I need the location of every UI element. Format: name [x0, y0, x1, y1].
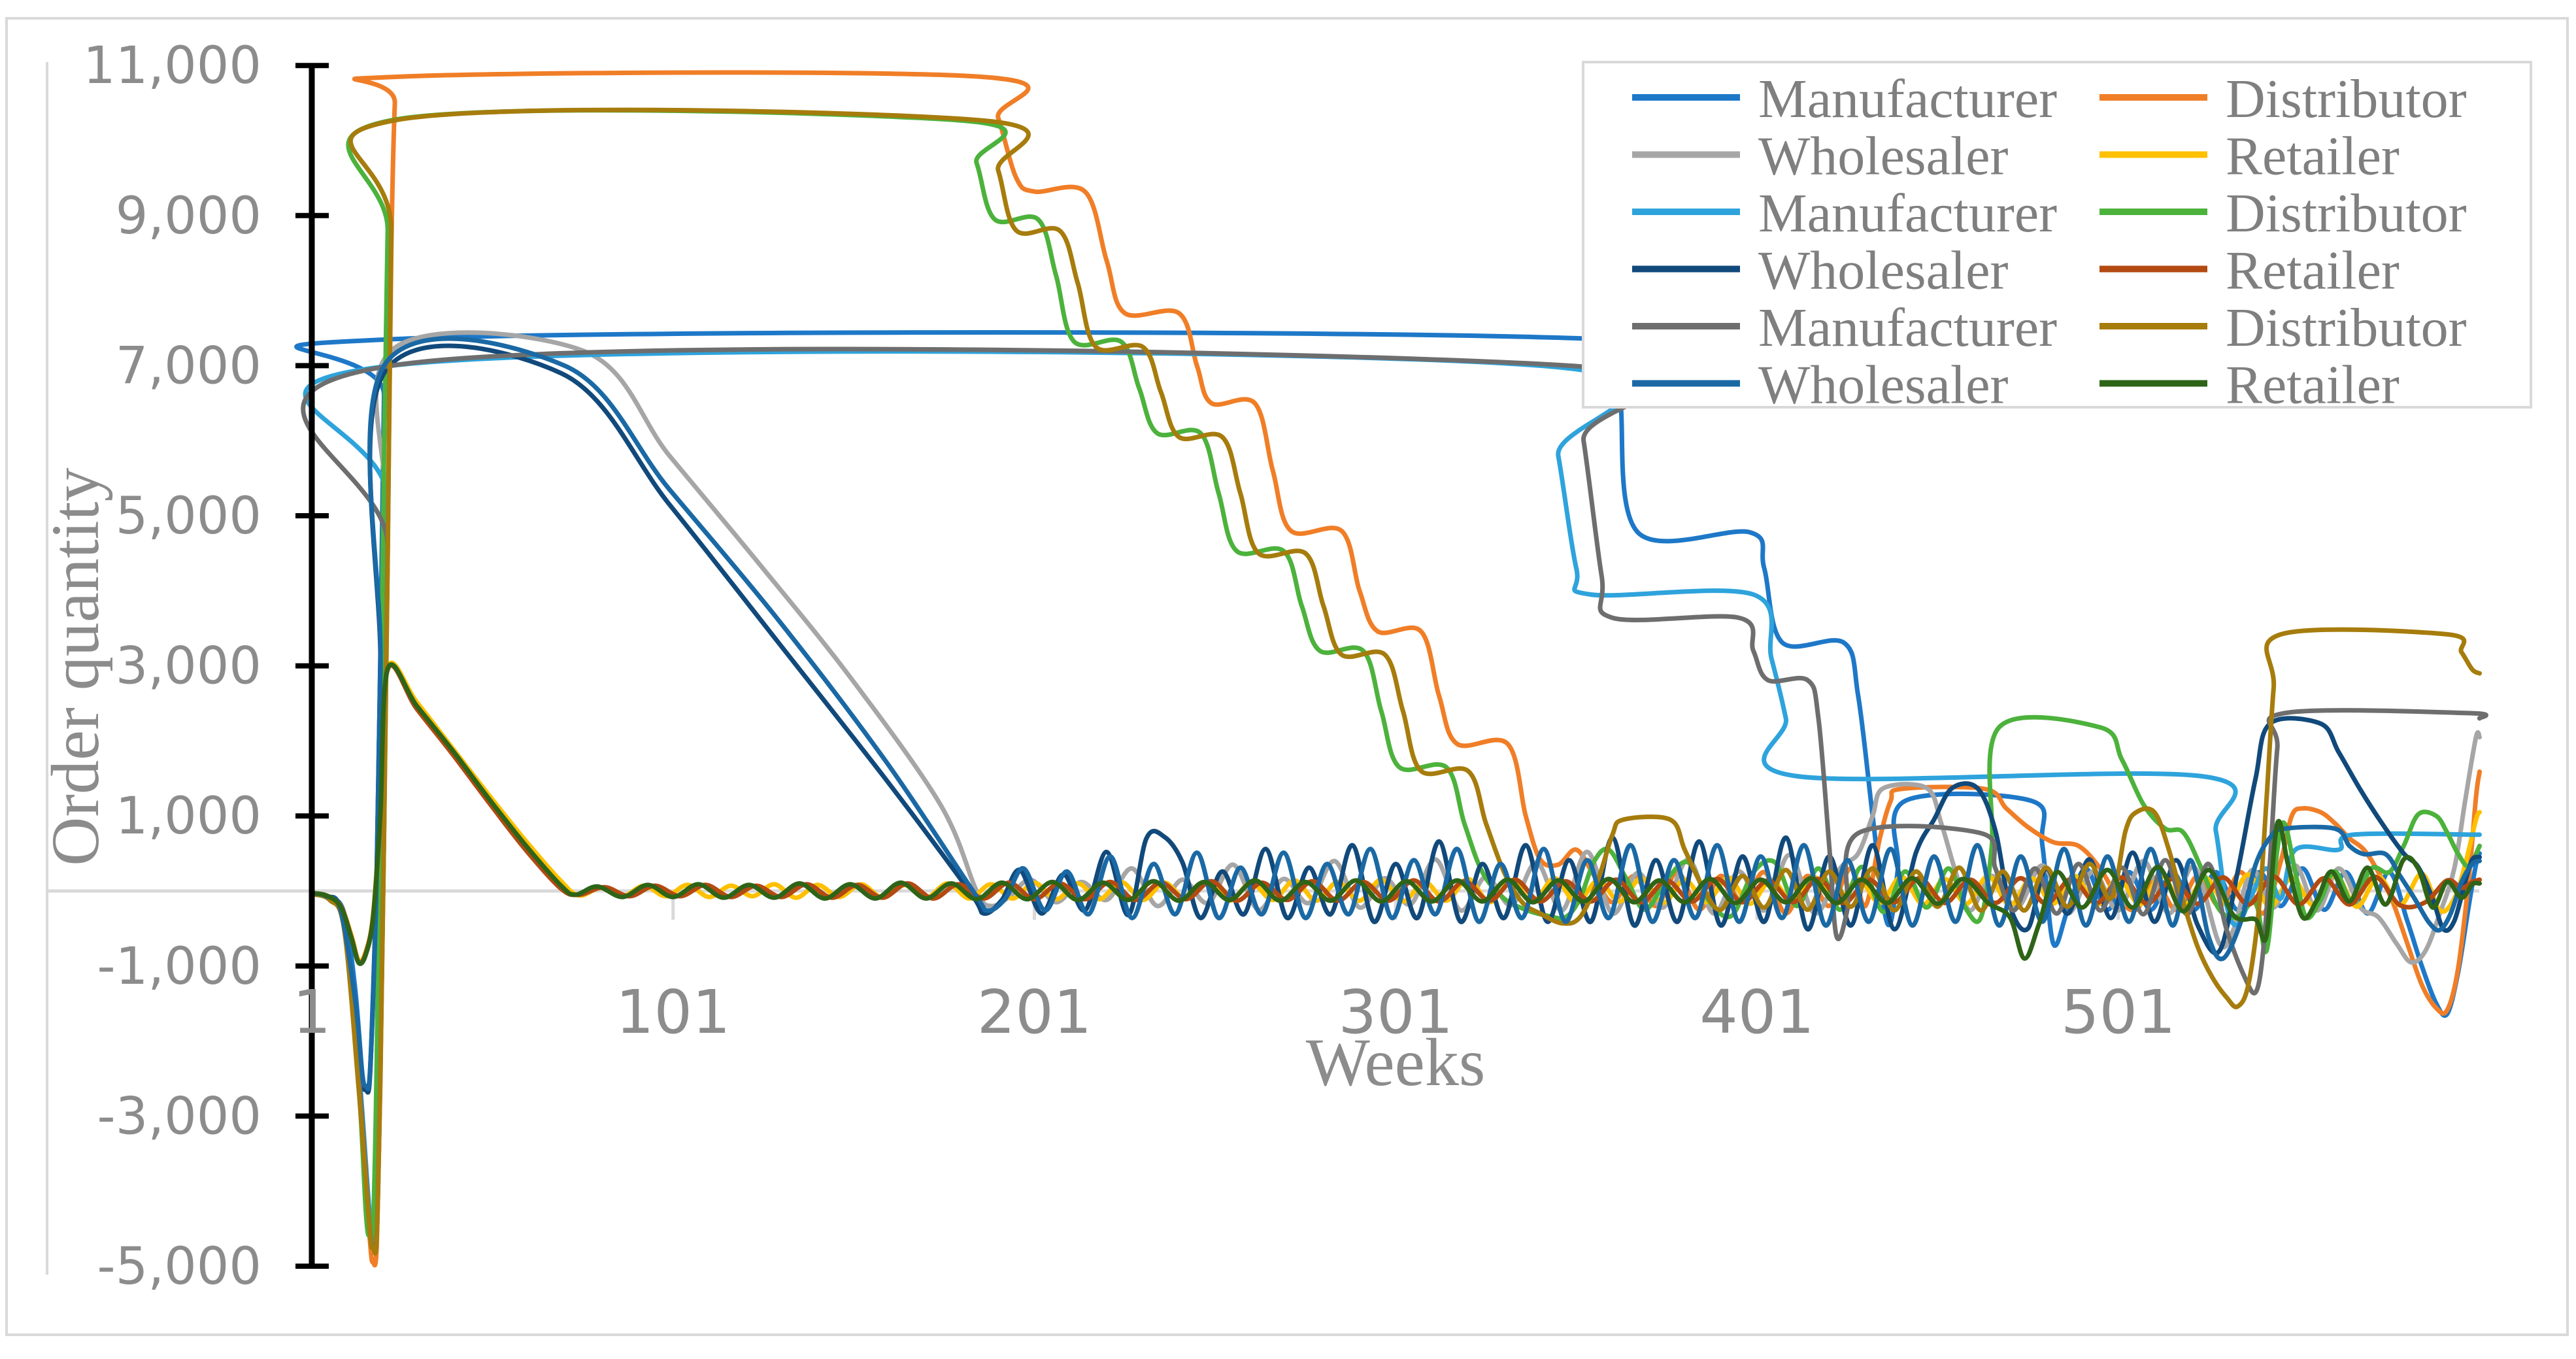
- y-tick-label: -1,000: [97, 937, 261, 996]
- legend-item-label: Retailer: [2226, 126, 2400, 187]
- legend-item-label: Distributor: [2226, 297, 2467, 358]
- x-axis-title: Weeks: [1306, 1025, 1486, 1100]
- figure-border: [5, 17, 2569, 1336]
- legend-box: [1582, 61, 2532, 409]
- x-tick-label: 501: [2061, 977, 2176, 1047]
- y-tick-label: 11,000: [83, 37, 261, 95]
- y-tick-label: 5,000: [116, 487, 261, 546]
- series-line-retailer-s3: [309, 662, 2482, 966]
- x-tick-label: 301: [1338, 977, 1453, 1047]
- legend-item-label: Distributor: [2226, 183, 2467, 244]
- legend-item-label: Manufacturer: [1758, 183, 2057, 244]
- y-tick-label: 3,000: [116, 637, 261, 696]
- legend-item-label: Manufacturer: [1758, 297, 2057, 358]
- legend-item-label: Wholesaler: [1758, 355, 2008, 416]
- legend-item-label: Retailer: [2226, 355, 2400, 416]
- legend-item-label: Retailer: [2226, 241, 2400, 301]
- series-line-wholesaler-s1: [309, 330, 2482, 1249]
- series-line-distributor-s3: [309, 107, 2482, 1256]
- series-line-manufacturer-s2: [303, 349, 2482, 1241]
- legend-item-label: Manufacturer: [1758, 69, 2057, 129]
- x-tick-label: 1: [293, 977, 331, 1047]
- legend-item-label: Wholesaler: [1758, 126, 2008, 187]
- series-line-manufacturer-s3: [301, 346, 2488, 1252]
- y-axis-title: Order quantity: [38, 467, 113, 865]
- y-tick-label: -3,000: [97, 1087, 261, 1146]
- legend-item-label: Wholesaler: [1758, 241, 2008, 301]
- series-line-wholesaler-s3: [309, 336, 2482, 1091]
- series-line-distributor-s1: [309, 70, 2482, 1268]
- y-tick-label: 7,000: [116, 337, 261, 395]
- y-tick-label: -5,000: [97, 1237, 261, 1296]
- y-tick-label: 9,000: [116, 187, 261, 246]
- x-tick-label: 101: [616, 977, 731, 1047]
- legend-item-label: Distributor: [2226, 69, 2467, 129]
- series-line-wholesaler-s2: [309, 343, 2482, 1095]
- x-tick-label: 401: [1699, 977, 1815, 1047]
- y-tick-label: 1,000: [116, 787, 261, 846]
- x-tick-label: 201: [977, 977, 1092, 1047]
- series-line-manufacturer-s1: [294, 329, 2482, 1091]
